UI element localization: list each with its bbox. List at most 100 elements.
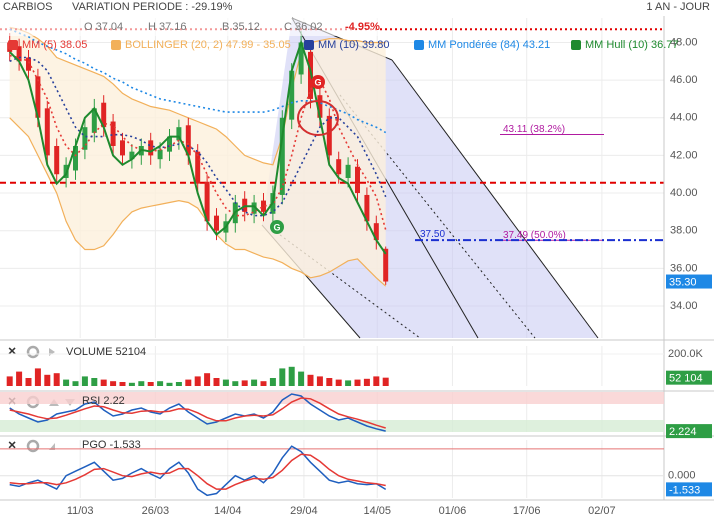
candle-body	[54, 146, 60, 175]
volume-bar	[138, 381, 145, 386]
value-badge-label: 35.30	[669, 276, 697, 288]
up-icon[interactable]	[49, 443, 55, 450]
daily-change: -4.95%	[345, 21, 380, 33]
volume-bar	[166, 382, 173, 386]
candle-body	[204, 181, 210, 222]
volume-bar	[147, 382, 154, 386]
x-tick-label: 29/04	[290, 505, 318, 517]
fibonacci-label: 43.11 (38.2%)	[503, 124, 565, 135]
close-icon[interactable]: ×	[8, 437, 16, 453]
channel-line	[391, 59, 599, 339]
volume-bar	[326, 378, 333, 386]
panel-title: VOLUME 52104	[66, 346, 146, 358]
volume-bar	[298, 371, 305, 386]
candle-body	[279, 117, 285, 195]
bollinger-lower	[9, 117, 387, 287]
x-tick-label: 01/06	[439, 505, 467, 517]
candle-body	[44, 108, 50, 156]
legend-label: MM Pondérée (84) 43.21	[428, 39, 550, 51]
value-badge	[666, 424, 712, 439]
candle-body	[355, 166, 360, 194]
y-tick-label: 42.00	[670, 149, 698, 161]
x-tick-label: 02/07	[588, 505, 616, 517]
volume-bar	[222, 379, 229, 386]
ohlc-high: H 37.16	[148, 21, 187, 33]
candle-body	[167, 136, 172, 152]
candle-body	[91, 108, 97, 133]
volume-bar	[345, 380, 352, 386]
period[interactable]: 1 AN - JOUR	[646, 1, 710, 13]
settings-icon[interactable]	[26, 439, 40, 453]
bollinger-upper	[9, 26, 386, 166]
volume-bar	[251, 379, 258, 386]
price-panel	[0, 17, 664, 339]
candle-body	[101, 102, 107, 128]
variation: VARIATION PERIODE : -29.19%	[72, 1, 233, 13]
volume-bar	[34, 368, 41, 386]
volume-bar	[335, 379, 342, 386]
candle-body	[185, 125, 191, 156]
candle-body	[195, 151, 201, 184]
moving-average	[8, 39, 387, 255]
volume-bar	[185, 379, 192, 386]
candle-body	[157, 149, 163, 160]
x-tick-label: 14/04	[214, 505, 242, 517]
indicator-line	[9, 445, 387, 497]
candle-body	[373, 223, 379, 241]
ohlc-low: B 35.12	[222, 21, 260, 33]
indicator-line	[9, 397, 386, 429]
volume-bar	[25, 378, 32, 386]
highlight-circle	[297, 100, 339, 136]
volume-bar	[373, 376, 380, 386]
ohlc-backdrop	[0, 18, 380, 36]
candle-body	[82, 127, 88, 150]
buy-signal: G	[270, 220, 284, 234]
x-tick-label: 11/03	[67, 505, 94, 517]
zone-band	[0, 420, 664, 432]
symbol: CARBIOS	[3, 1, 53, 13]
indicator-line	[9, 453, 386, 490]
volume-bar	[354, 379, 361, 386]
value-badge	[666, 482, 712, 497]
signal-badge	[270, 220, 284, 234]
candle-body	[110, 121, 116, 146]
ohlc-close: C 36.02	[284, 21, 323, 33]
volume-bar	[241, 380, 248, 386]
candle-body	[289, 70, 295, 120]
sell-signal: G	[311, 75, 325, 89]
volume-bar	[72, 381, 79, 386]
legend-swatch	[304, 40, 314, 50]
candle-body	[317, 95, 323, 118]
signal-label: G	[273, 222, 280, 232]
indicator-line	[9, 393, 386, 432]
volume-bar	[260, 381, 267, 386]
volume-bar	[363, 378, 370, 386]
legend-swatch	[111, 40, 121, 50]
y-tick-label: 40.00	[670, 187, 698, 199]
candle-body	[73, 146, 78, 171]
volume-bar	[175, 382, 182, 386]
candle-body	[176, 127, 182, 141]
value-badge-label: 52 104	[669, 373, 703, 385]
volume-bar	[100, 379, 107, 386]
y-tick-label: 0.000	[668, 470, 696, 482]
value-badge	[666, 274, 712, 289]
volume-bar	[16, 371, 23, 386]
legend-swatch	[414, 40, 424, 50]
volume-bar	[269, 378, 276, 386]
level-label: 37.50	[420, 229, 445, 240]
candle-body	[214, 215, 219, 231]
y-tick-label: 38.00	[670, 225, 698, 237]
pgo-controls: ×	[8, 437, 55, 453]
close-icon[interactable]: ×	[8, 343, 16, 359]
x-tick-label: 14/05	[363, 505, 391, 517]
candle-body	[129, 151, 135, 160]
signal-badge	[311, 75, 325, 89]
candle-body	[26, 57, 31, 71]
volume-bar	[194, 376, 201, 386]
value-badge-label: 2.224	[669, 426, 697, 438]
fibonacci-label: 37.49 (50.0%)	[503, 230, 566, 241]
volume-bar	[81, 376, 88, 386]
settings-icon[interactable]	[26, 345, 40, 359]
